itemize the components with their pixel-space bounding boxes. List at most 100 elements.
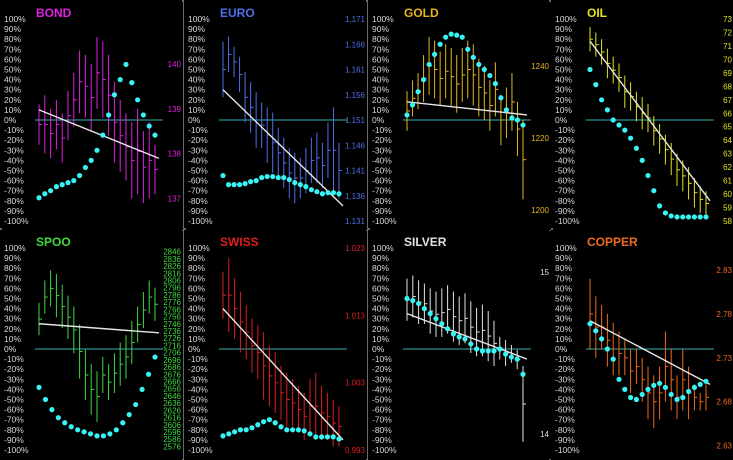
chart-title: COPPER (587, 235, 638, 249)
percent-tick-label: -50% (372, 395, 392, 405)
price-tick-label: 2816 (163, 269, 181, 278)
percent-tick-label: 100% (188, 243, 210, 253)
panel-divider (549, 0, 551, 460)
percent-tick-label: -60% (555, 176, 575, 186)
percent-tick-label: -10% (555, 354, 575, 364)
percent-tick-label: -60% (372, 405, 392, 415)
price-tick-label: 2736 (163, 327, 181, 336)
oscillator-dot (651, 382, 657, 388)
percent-tick-label: 50% (372, 294, 389, 304)
oscillator-dot (657, 203, 663, 209)
oscillator-dot (145, 371, 152, 377)
price-tick-label: 1.166 (345, 40, 366, 49)
percent-tick-label: -20% (4, 135, 24, 145)
oscillator-dot (266, 417, 272, 423)
price-tick-label: 2596 (163, 428, 181, 437)
percent-tick-label: -70% (555, 415, 575, 425)
oscillator-dot (645, 386, 651, 392)
percent-tick-label: 0% (555, 115, 568, 125)
oscillator-dot (135, 97, 141, 103)
percent-tick-label: 70% (372, 273, 389, 283)
percent-tick-label: 10% (372, 334, 389, 344)
percent-tick-label: -70% (188, 186, 208, 196)
percent-tick-label: -20% (4, 364, 24, 374)
oscillator-dot (599, 336, 605, 342)
percent-tick-label: -80% (4, 425, 24, 435)
percent-tick-label: 10% (4, 334, 21, 344)
price-tick-label: 72 (723, 28, 732, 37)
oscillator-dot (668, 391, 674, 398)
oscillator-dot (503, 107, 510, 113)
oscillator-dot (691, 384, 697, 390)
percent-tick-label: -100% (372, 445, 397, 455)
oscillator-dot (427, 311, 433, 317)
percent-tick-label: -60% (188, 405, 208, 415)
percent-tick-label: 90% (372, 24, 389, 34)
price-tick-label: 2636 (163, 399, 181, 408)
percent-tick-label: -10% (4, 125, 24, 135)
percent-tick-label: -90% (372, 435, 392, 445)
oscillator-dot (336, 191, 342, 197)
oscillator-dot (686, 214, 692, 220)
oscillator-dot (292, 180, 298, 186)
percent-tick-label: 90% (555, 24, 572, 34)
oscillator-dot (703, 378, 709, 384)
percent-tick-label: 40% (372, 75, 389, 85)
price-tick-label: 2726 (163, 334, 181, 343)
oscillator-dot (593, 328, 599, 334)
price-tick-label: 2.83 (716, 266, 732, 275)
oscillator-dot (107, 431, 113, 437)
oscillator-dot (587, 321, 593, 327)
percent-tick-label: -10% (555, 125, 575, 135)
oscillator-dot (509, 115, 515, 121)
oscillator-dot (87, 431, 94, 437)
oscillator-dot (448, 31, 454, 37)
chart-title: BOND (36, 6, 72, 20)
oscillator-dot (468, 341, 474, 347)
chart-svg: 100%90%80%70%60%50%40%30%20%10%0%-10%-20… (555, 6, 733, 226)
trend-line (222, 89, 344, 207)
percent-tick-label: -70% (372, 186, 392, 196)
percent-tick-label: 0% (4, 115, 17, 125)
price-tick-label: 2806 (163, 276, 181, 285)
oscillator-dot (420, 77, 427, 83)
oscillator-dot (220, 433, 226, 439)
percent-tick-label: -50% (555, 395, 575, 405)
oscillator-dot (498, 95, 504, 101)
percent-tick-label: -80% (188, 196, 208, 206)
price-tick-label: 137 (168, 195, 182, 204)
price-tick-label: 2656 (163, 385, 181, 394)
oscillator-dot (330, 434, 336, 440)
oscillator-dot (301, 428, 307, 434)
percent-tick-label: 30% (372, 85, 389, 95)
price-tick-label: 1.023 (345, 244, 366, 253)
oscillator-dot (303, 184, 309, 190)
percent-tick-label: 90% (555, 253, 572, 263)
oscillator-dot (622, 386, 628, 392)
chart-title: SWISS (220, 235, 259, 249)
oscillator-dot (336, 436, 342, 442)
oscillator-dot (106, 112, 112, 118)
percent-tick-label: 30% (4, 85, 21, 95)
percent-tick-label: 90% (188, 24, 205, 34)
chart-panel-euro: 100% 90% 80% 70% 60% 50% 40% 30% 20% 10% 0% -10% -20… (186, 2, 367, 230)
percent-tick-label: 30% (188, 314, 205, 324)
percent-tick-label: -40% (372, 384, 392, 394)
price-tick-label: 1.131 (345, 217, 366, 226)
oscillator-dot (253, 178, 259, 184)
oscillator-dot (255, 422, 261, 428)
percent-tick-label: -60% (188, 176, 208, 186)
oscillator-dot (432, 51, 438, 57)
percent-tick-label: 40% (555, 304, 572, 314)
oscillator-dot (36, 195, 42, 201)
oscillator-dot (237, 427, 243, 433)
percent-tick-label: -40% (555, 384, 575, 394)
percent-tick-label: -30% (4, 145, 24, 155)
price-tick-label: 2686 (163, 363, 181, 372)
price-tick-label: 2606 (163, 421, 181, 430)
price-tick-label: 67 (723, 96, 732, 105)
oscillator-dot (226, 431, 232, 437)
price-tick-label: 2826 (163, 262, 181, 271)
price-tick-label: 2706 (163, 349, 181, 358)
